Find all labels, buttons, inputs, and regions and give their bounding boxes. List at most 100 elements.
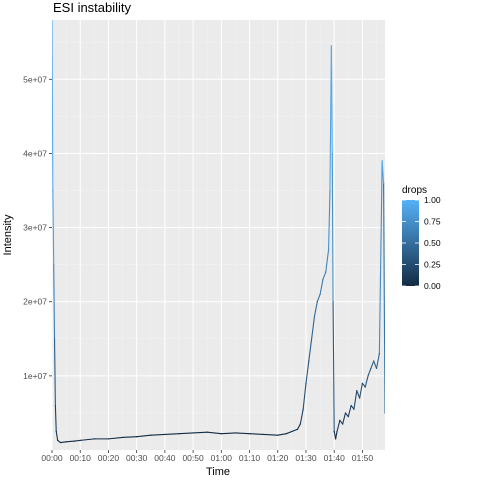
data-point — [248, 433, 251, 435]
legend-label: 1.00 — [424, 195, 441, 205]
data-point — [381, 160, 383, 162]
series-segment — [79, 438, 95, 441]
series-segment — [263, 433, 279, 436]
series-segment — [74, 439, 81, 442]
series-segment — [164, 433, 180, 435]
series-segment — [65, 440, 76, 443]
y-tick-label: 1e+07 — [23, 371, 47, 381]
series-segment — [328, 189, 331, 251]
series-segment — [277, 433, 287, 436]
series-segment — [150, 433, 166, 436]
legend-colorbar — [402, 200, 419, 286]
series-segment — [234, 432, 251, 435]
x-tick-label: 01:00 — [211, 453, 233, 463]
series-layer — [52, 20, 385, 444]
legend: drops 1.00 0.75 0.50 0.25 0.00 — [402, 185, 441, 291]
data-point — [339, 419, 341, 421]
series-segment — [55, 430, 59, 441]
data-point — [335, 438, 337, 440]
data-point — [178, 433, 180, 435]
data-point — [364, 386, 366, 388]
data-point — [353, 408, 355, 410]
series-segment — [375, 353, 380, 369]
y-tick-label: 2e+07 — [23, 297, 47, 307]
data-point — [356, 390, 358, 392]
data-point — [192, 432, 194, 434]
series-segment — [53, 264, 56, 340]
x-tick-label: 00:40 — [154, 453, 176, 463]
series-segment — [296, 423, 301, 430]
series-segment — [302, 382, 307, 410]
x-tick-label: 00:00 — [41, 453, 63, 463]
data-point — [79, 439, 81, 441]
series-segment — [107, 436, 124, 440]
series-segment — [353, 390, 358, 410]
data-point — [311, 338, 313, 340]
series-segment — [136, 434, 152, 438]
data-point — [302, 408, 304, 410]
legend-title: drops — [402, 185, 427, 196]
data-point — [150, 434, 152, 436]
data-point — [382, 182, 385, 184]
data-point — [93, 438, 95, 440]
series-segment — [350, 404, 355, 410]
y-tick-label: 4e+07 — [23, 148, 47, 158]
series-segment — [331, 152, 334, 303]
data-point — [373, 360, 375, 362]
data-point — [316, 301, 318, 303]
data-point — [299, 423, 301, 425]
x-axis: 00:00 00:10 00:20 00:30 00:40 00:50 01:00 01:10… — [41, 450, 373, 463]
data-point — [361, 382, 364, 384]
data-point — [327, 249, 330, 251]
data-point — [305, 382, 307, 384]
data-point — [54, 404, 56, 407]
series-segment — [319, 278, 324, 295]
series-segment — [344, 412, 349, 418]
x-tick-label: 00:50 — [182, 453, 204, 463]
x-tick-label: 01:30 — [295, 453, 317, 463]
legend-label: 0.00 — [424, 281, 441, 291]
series-segment — [359, 382, 363, 399]
series-segment — [313, 301, 318, 318]
data-point — [375, 367, 378, 370]
data-point — [308, 360, 310, 362]
data-point — [234, 432, 237, 434]
plot-panel — [52, 20, 385, 450]
y-tick-label: 3e+07 — [23, 223, 47, 233]
x-tick-label: 00:10 — [70, 453, 92, 463]
x-tick-label: 00:30 — [126, 453, 148, 463]
data-point — [59, 441, 62, 444]
series-segment — [206, 431, 222, 435]
data-point — [347, 416, 349, 418]
x-tick-label: 01:40 — [324, 453, 346, 463]
x-tick-label: 01:20 — [267, 453, 289, 463]
series-segment — [53, 338, 56, 407]
series-segment — [339, 419, 344, 425]
data-point — [322, 278, 324, 281]
data-point — [344, 412, 347, 414]
series-segment — [59, 441, 67, 444]
x-tick-label: 00:20 — [98, 453, 120, 463]
series-segment — [336, 419, 341, 433]
data-point — [57, 439, 59, 441]
data-point — [55, 430, 57, 433]
series-segment — [316, 293, 321, 303]
data-point — [206, 431, 208, 433]
data-point — [220, 433, 222, 435]
series-segment — [178, 432, 194, 435]
data-point — [319, 293, 321, 295]
series-segment — [356, 390, 361, 399]
series-segment — [367, 367, 372, 377]
data-point — [329, 189, 331, 192]
data-point — [52, 189, 54, 192]
data-point — [121, 436, 124, 438]
y-axis-title: Intensity — [2, 214, 14, 255]
series-segment — [342, 412, 347, 425]
series-segment — [122, 436, 138, 438]
data-point — [370, 367, 372, 370]
legend-label: 0.75 — [424, 217, 441, 227]
series-segment — [361, 382, 366, 388]
data-point — [136, 436, 138, 438]
data-point — [107, 438, 110, 440]
series-segment — [364, 375, 369, 388]
